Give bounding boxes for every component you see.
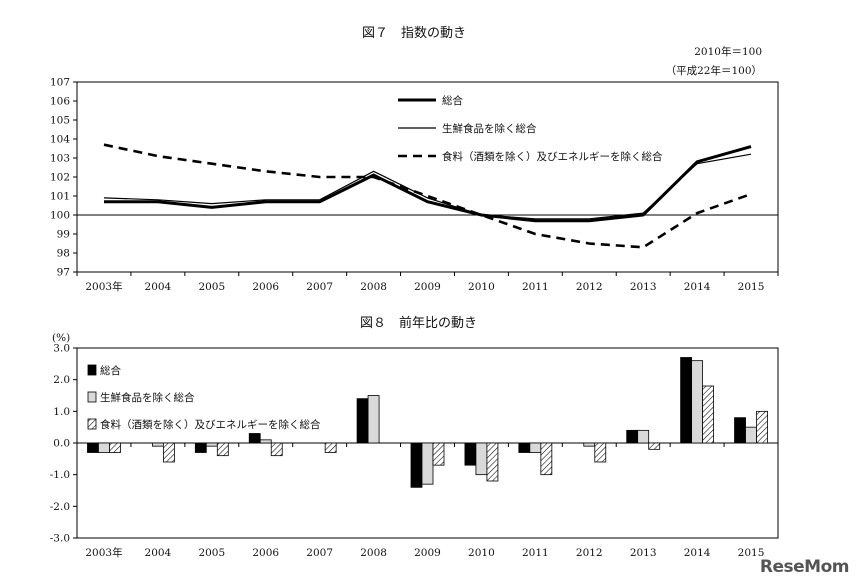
chart2-y-tick-label: 2.0: [53, 374, 70, 386]
chart2-bar-series-1: [356, 398, 369, 444]
chart2-y-tick-label: -1.0: [50, 469, 70, 481]
chart1-y-tick-label: 101: [50, 191, 70, 203]
chart2-bar-series-3: [432, 442, 445, 466]
chart2-bar-series-2: [691, 360, 704, 444]
chart1-legend-label-1: 総合: [442, 94, 463, 107]
chart1-y-tick-label: 100: [50, 210, 70, 222]
chart1-y-tick-label: 107: [50, 77, 70, 89]
chart2-bar-series-3: [216, 442, 229, 457]
chart2-y-tick-label: -2.0: [50, 501, 70, 513]
chart2-bar-series-3: [756, 410, 768, 444]
chart1-y-tick-label: 99: [57, 229, 70, 241]
chart2-bar-series-1: [626, 429, 639, 444]
chart2-bar-series-2: [259, 439, 272, 444]
chart2-bar-series-1: [680, 357, 693, 444]
chart2-x-tick-label: 2014: [684, 547, 711, 559]
chart2-legend-label-3: 食料（酒類を除く）及びエネルギーを除く総合: [100, 418, 321, 431]
chart2-title: 図８ 前年比の動き: [360, 316, 478, 331]
chart2-bar-series-3: [324, 442, 337, 453]
chart2-x-tick-label: 2005: [198, 547, 225, 559]
chart1-x-tick-label: 2015: [738, 281, 765, 293]
chart1-x-tick-label: 2006: [252, 281, 279, 293]
chart1-y-tick-label: 97: [57, 267, 70, 279]
chart1-x-tick-label: 2003年: [85, 280, 122, 293]
chart2-x-tick-label: 2007: [306, 547, 333, 559]
chart1-y-tick-label: 105: [50, 115, 70, 127]
chart2-x-tick-label: 2015: [738, 547, 765, 559]
chart2-bar-series-2: [367, 395, 380, 444]
chart1-x-tick-label: 2009: [414, 281, 441, 293]
chart1-series-line-2: [103, 153, 752, 220]
chart2-y-tick-label: -3.0: [50, 533, 70, 545]
chart2-bar-series-2: [475, 442, 488, 476]
chart2-x-tick-label: 2008: [360, 547, 387, 559]
chart2-y-tick-label: 0.0: [53, 438, 70, 450]
chart2-legend-swatch-2: [87, 391, 97, 403]
chart2-bar-series-1: [734, 417, 746, 444]
chart2-y-tick-label: 1.0: [53, 406, 70, 418]
chart1-x-tick-label: 2010: [468, 281, 495, 293]
chart2-bar-series-3: [109, 442, 121, 453]
chart2-y-tick-label: 3.0: [53, 343, 70, 355]
chart1-y-tick-label: 106: [50, 96, 70, 108]
chart2-x-tick-label: 2004: [145, 547, 172, 559]
chart2-bar-series-3: [702, 385, 715, 444]
chart2-x-tick-label: 2012: [576, 547, 603, 559]
chart2-bar-series-2: [637, 429, 650, 444]
chart2-bar-series-1: [87, 442, 99, 453]
chart2-legend-label-1: 総合: [100, 364, 121, 377]
chart2-x-tick-label: 2006: [252, 547, 279, 559]
chart1-x-tick-label: 2004: [145, 281, 172, 293]
chart2-bar-series-1: [518, 442, 531, 453]
chart2-bar-series-3: [648, 442, 661, 450]
chart2-bar-series-1: [410, 442, 423, 488]
chart2-bar-series-3: [270, 442, 283, 457]
chart2-bar-series-3: [540, 442, 553, 476]
chart2-x-tick-label: 2013: [630, 547, 657, 559]
chart1-y-tick-label: 103: [50, 153, 70, 165]
chart1-title: 図７ 指数の動き: [362, 26, 467, 41]
chart1-x-tick-label: 2005: [198, 281, 225, 293]
chart1-x-tick-label: 2007: [306, 281, 333, 293]
chart2-bar-series-3: [486, 442, 499, 482]
chart2-x-tick-label: 2003年: [85, 546, 122, 559]
chart2-x-tick-label: 2011: [522, 547, 549, 559]
chart1-base-note-era: （平成22年＝100）: [665, 65, 762, 77]
chart1-x-tick-label: 2008: [360, 281, 387, 293]
chart1-legend-label-2: 生鮮食品を除く総合: [442, 122, 537, 135]
chart2-bar-series-3: [594, 442, 607, 463]
chart2-bar-series-1: [248, 433, 261, 444]
resemom-watermark: ReseMom: [759, 557, 850, 577]
chart2-bar-series-2: [151, 442, 164, 447]
chart1-x-tick-label: 2013: [630, 281, 657, 293]
chart1-x-tick-label: 2011: [522, 281, 549, 293]
chart1-legend-label-3: 食料（酒類を除く）及びエネルギーを除く総合: [442, 150, 663, 163]
chart2-x-tick-label: 2010: [468, 547, 495, 559]
chart1-base-note: 2010年＝100: [694, 46, 762, 58]
chart1-x-tick-label: 2014: [684, 281, 711, 293]
chart2-bar-series-2: [583, 442, 596, 447]
chart1-plot-frame: [76, 81, 779, 273]
chart1-y-tick-label: 104: [50, 134, 70, 146]
chart2-bar-series-1: [464, 442, 477, 466]
chart1-y-tick-label: 98: [57, 248, 70, 260]
chart2-legend-label-2: 生鮮食品を除く総合: [100, 391, 195, 404]
chart2-bar-series-2: [421, 442, 434, 485]
chart2-bar-series-2: [205, 442, 218, 447]
chart2-bar-series-2: [529, 442, 542, 453]
chart2-bar-series-2: [745, 426, 757, 444]
chart2-legend-swatch-1: [87, 364, 97, 376]
chart2-legend-swatch-3: [87, 418, 97, 430]
chart2-bar-series-3: [162, 442, 175, 463]
chart2-bar-series-2: [98, 442, 110, 453]
chart2-bar-series-1: [194, 442, 207, 453]
chart1-x-tick-label: 2012: [576, 281, 603, 293]
chart1-y-tick-label: 102: [50, 172, 70, 184]
chart2-x-tick-label: 2009: [414, 547, 441, 559]
chart2-y-unit-label: (%): [52, 332, 70, 344]
